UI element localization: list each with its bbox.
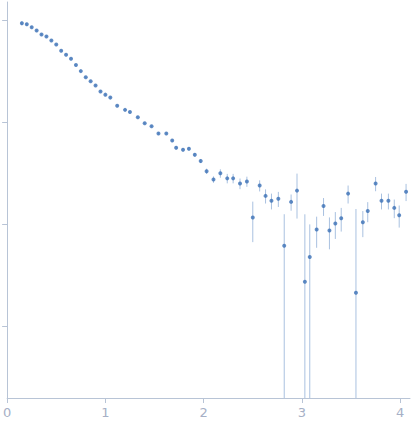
svg-text:4: 4 <box>396 405 404 420</box>
svg-text:2: 2 <box>200 405 208 420</box>
svg-text:0: 0 <box>3 405 11 420</box>
svg-text:3: 3 <box>298 405 306 420</box>
svg-text:1: 1 <box>101 405 109 420</box>
